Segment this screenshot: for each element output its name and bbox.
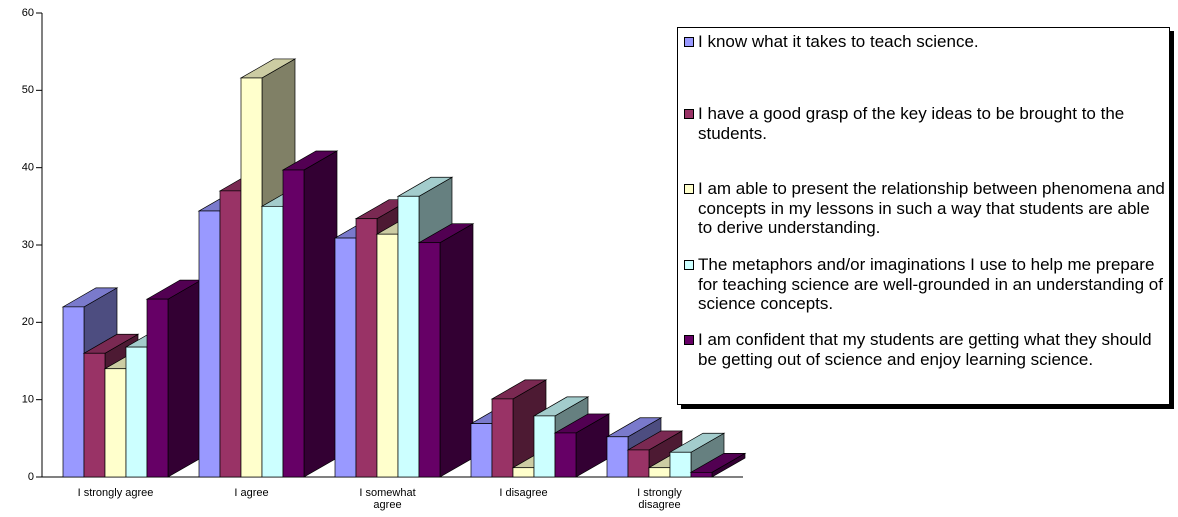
bar xyxy=(145,279,203,478)
x-tick-label: I agree xyxy=(234,487,269,499)
bar-front xyxy=(282,169,305,478)
y-tick-label: 10 xyxy=(22,394,34,406)
y-tick-label: 30 xyxy=(22,239,34,251)
x-tick-label: I strongly agree xyxy=(77,487,154,499)
bar-front xyxy=(648,467,671,478)
bar-front xyxy=(690,472,713,478)
bar-front xyxy=(104,368,127,478)
bar xyxy=(417,223,475,478)
bar xyxy=(553,413,611,478)
bar-front xyxy=(512,467,535,478)
y-tick-label: 50 xyxy=(22,84,34,96)
legend-entry: I am confident that my students are gett… xyxy=(684,330,1168,369)
bar-front xyxy=(219,190,242,478)
x-tick-label: I strongly disagree xyxy=(637,487,682,511)
bar-front xyxy=(669,451,692,478)
bar-front xyxy=(627,449,650,478)
legend-entry: The metaphors and/or imaginations I use … xyxy=(684,255,1168,314)
legend-entry: I am able to present the relationship be… xyxy=(684,179,1168,238)
bar-front xyxy=(83,352,106,478)
bar-front xyxy=(533,415,556,478)
legend-swatch xyxy=(684,260,694,270)
bar-front xyxy=(397,195,420,478)
bar-front xyxy=(355,218,378,478)
bar xyxy=(668,432,726,478)
bar-side xyxy=(439,223,474,478)
bar-front xyxy=(62,306,85,478)
legend-swatch xyxy=(684,184,694,194)
bar-front xyxy=(470,423,493,478)
bar-front xyxy=(554,432,577,478)
legend-swatch xyxy=(684,335,694,345)
bar-front xyxy=(146,298,169,478)
y-tick-label: 20 xyxy=(22,316,34,328)
legend-entry: I know what it takes to teach science. xyxy=(684,32,1168,52)
bar-front xyxy=(418,242,441,478)
legend-label: I am able to present the relationship be… xyxy=(698,179,1165,237)
legend-swatch xyxy=(684,37,694,47)
legend-swatch xyxy=(684,109,694,119)
bar-side xyxy=(167,279,202,478)
bar-front xyxy=(261,205,284,478)
legend-label: I have a good grasp of the key ideas to … xyxy=(698,104,1125,143)
y-tick-label: 0 xyxy=(28,471,34,483)
legend: I know what it takes to teach science. I … xyxy=(677,27,1170,405)
bar xyxy=(281,150,339,478)
bar-front xyxy=(491,398,514,478)
legend-label: I know what it takes to teach science. xyxy=(698,32,979,51)
legend-label: The metaphors and/or imaginations I use … xyxy=(698,255,1163,313)
bar-front xyxy=(376,233,399,478)
x-tick-label: I disagree xyxy=(499,487,548,499)
y-tick-label: 60 xyxy=(22,7,34,19)
legend-entry: I have a good grasp of the key ideas to … xyxy=(684,104,1168,143)
x-tick-label: I somewhat agree xyxy=(359,487,416,511)
bar-front xyxy=(606,436,629,478)
y-tick-label: 40 xyxy=(22,162,34,174)
bar xyxy=(689,452,747,478)
bar-front xyxy=(240,77,263,478)
legend-label: I am confident that my students are gett… xyxy=(698,330,1152,369)
bar-front xyxy=(334,237,357,478)
bar-side xyxy=(303,150,338,478)
bar-front xyxy=(125,346,148,478)
bar-front xyxy=(198,210,221,478)
